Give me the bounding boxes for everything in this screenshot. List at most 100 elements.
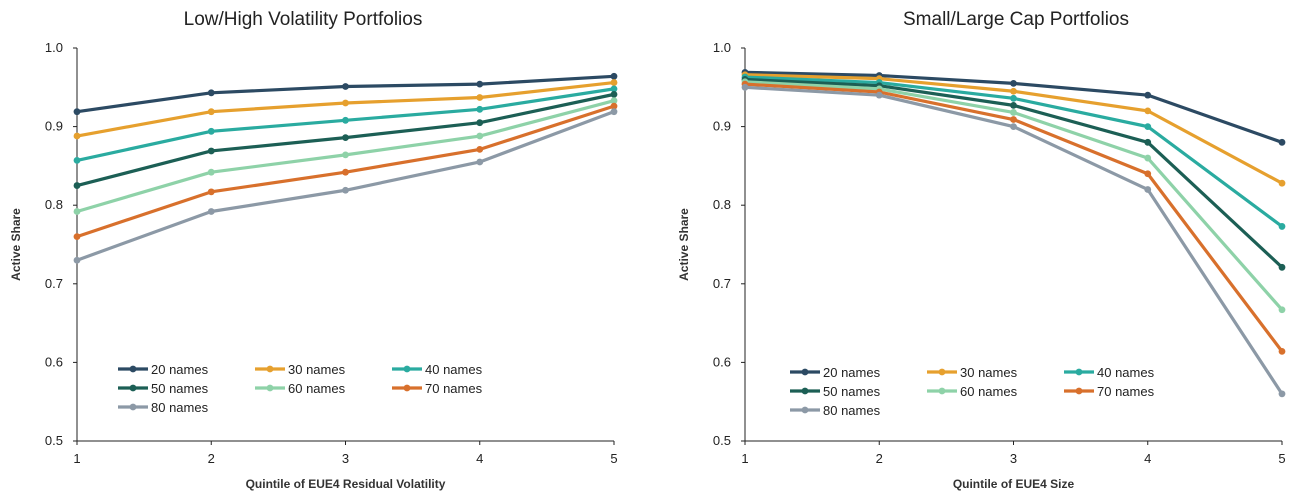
data-point (342, 186, 349, 194)
legend-swatch-marker (938, 387, 946, 395)
data-point (1010, 79, 1017, 87)
series-line (75, 80, 616, 138)
y-tick-label: 0.8 (713, 197, 731, 212)
legend-item: 40 names (392, 362, 483, 377)
data-point (610, 72, 618, 80)
data-point (73, 132, 81, 140)
legend-label: 50 names (823, 384, 881, 399)
legend-swatch-marker (266, 384, 274, 392)
data-point (73, 256, 81, 264)
legend-item: 80 names (790, 403, 881, 418)
legend-swatch-marker (129, 403, 137, 411)
series-80-names (73, 108, 618, 264)
legend-item: 20 names (790, 365, 881, 380)
series-20-names (73, 72, 618, 116)
data-point (1010, 101, 1017, 109)
data-point (1010, 116, 1017, 123)
legend-swatch-marker (1075, 387, 1083, 395)
x-tick-label: 5 (1278, 451, 1285, 466)
legend-item: 30 names (255, 362, 346, 377)
legend-label: 50 names (151, 381, 209, 396)
x-tick-label: 4 (476, 451, 483, 466)
data-point (1278, 263, 1286, 271)
y-tick-label: 0.9 (713, 119, 731, 134)
x-axis-label: Quintile of EUE4 Residual Volatility (246, 477, 446, 491)
data-point (1144, 123, 1152, 130)
data-point (207, 188, 215, 196)
x-tick-label: 3 (342, 451, 349, 466)
legend-item: 20 names (118, 362, 209, 377)
data-point (342, 99, 349, 107)
legend-label: 20 names (823, 365, 881, 380)
legend-swatch-marker (403, 365, 411, 373)
legend-label: 70 names (1097, 384, 1155, 399)
x-axis-label: Quintile of EUE4 Size (953, 477, 1075, 491)
legend-item: 50 names (118, 381, 209, 396)
data-point (73, 182, 81, 189)
data-point (342, 83, 349, 90)
data-point (207, 147, 215, 155)
y-tick-label: 0.5 (45, 433, 63, 448)
chart-panel-2: Small/Large Cap Portfolios 0.5 0.6 0.7 0.8 0.… (677, 9, 1286, 491)
y-axis-label: Active Share (9, 208, 23, 281)
data-point (1144, 154, 1152, 162)
legend-label: 60 names (960, 384, 1018, 399)
series-80-names (741, 83, 1286, 398)
series-line (743, 85, 1284, 396)
legend-swatch-marker (1075, 368, 1083, 376)
legend-item: 40 names (1064, 365, 1155, 380)
data-point (875, 91, 883, 99)
y-axis-label: Active Share (677, 208, 691, 281)
data-point (476, 80, 484, 88)
x-tick-label: 1 (73, 451, 80, 466)
data-point (1010, 87, 1017, 95)
data-point (1144, 138, 1152, 146)
data-point (207, 108, 215, 116)
data-point (1144, 107, 1152, 115)
data-point (476, 132, 484, 140)
legend-label: 30 names (960, 365, 1018, 380)
legend-swatch-marker (129, 365, 137, 373)
data-point (1278, 306, 1286, 314)
x-tick-label: 3 (1010, 451, 1017, 466)
y-tick-label: 0.8 (45, 197, 63, 212)
legend-label: 80 names (151, 400, 209, 415)
series-40-names (741, 73, 1286, 230)
legend-item: 50 names (790, 384, 881, 399)
data-point (207, 208, 215, 215)
legend-item: 60 names (255, 381, 346, 396)
data-point (207, 168, 215, 176)
data-point (342, 116, 349, 124)
data-point (1278, 223, 1286, 230)
y-tick-label: 0.9 (45, 119, 63, 134)
x-tick-label: 1 (741, 451, 748, 466)
chart-title: Low/High Volatility Portfolios (184, 9, 423, 30)
data-point (1278, 179, 1286, 187)
data-point (610, 79, 618, 86)
y-tick-label: 0.5 (713, 433, 731, 448)
legend-swatch-marker (266, 365, 274, 373)
data-point (207, 89, 215, 97)
legend-label: 80 names (823, 403, 881, 418)
legend-item: 70 names (1064, 384, 1155, 399)
data-point (73, 108, 81, 116)
legend-item: 70 names (392, 381, 483, 396)
data-point (610, 85, 618, 93)
data-point (1144, 170, 1152, 178)
data-point (342, 134, 349, 142)
data-point (476, 158, 484, 166)
data-point (476, 119, 484, 127)
data-point (1278, 347, 1286, 355)
legend-swatch-marker (938, 368, 946, 376)
legend-swatch-marker (801, 387, 809, 395)
x-tick-label: 5 (610, 451, 617, 466)
x-tick-label: 2 (876, 451, 883, 466)
data-point (342, 168, 349, 176)
y-tick-label: 1.0 (45, 40, 63, 55)
x-tick-label: 4 (1144, 451, 1151, 466)
series-30-names (73, 79, 618, 140)
legend-label: 30 names (288, 362, 346, 377)
data-point (1144, 91, 1152, 99)
chart-panel-1: Low/High Volatility Portfolios 0.5 0.6 0.7 0… (9, 9, 618, 491)
data-point (610, 108, 618, 116)
